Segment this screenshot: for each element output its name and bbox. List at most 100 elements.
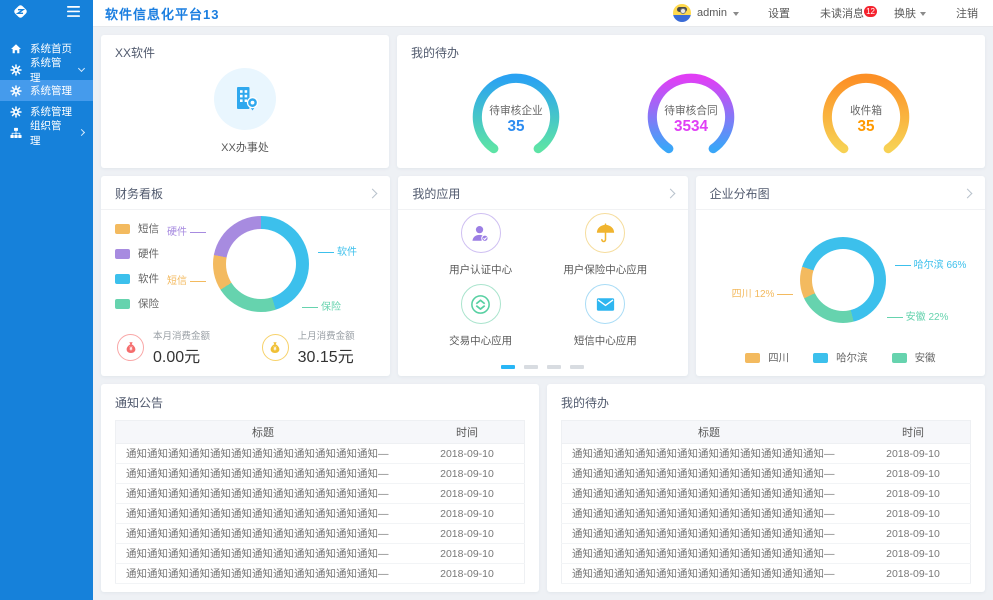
todo-time: 2018-09-10 (886, 487, 940, 500)
donut-label-hardware: 硬件 (167, 223, 209, 238)
table-row[interactable]: 通知通知通知通知通知通知通知通知通知通知通知通知— 2018-09-10 (561, 504, 971, 524)
logout-link[interactable]: 注销 (956, 8, 978, 20)
table-row[interactable]: 通知通知通知通知通知通知通知通知通知通知通知通知— 2018-09-10 (115, 464, 525, 484)
table-row[interactable]: 通知通知通知通知通知通知通知通知通知通知通知通知— 2018-09-10 (561, 484, 971, 504)
todo-time: 2018-09-10 (886, 567, 940, 580)
menu-toggle-icon[interactable] (67, 6, 80, 20)
app-sms-center[interactable]: 短信中心应用 (574, 281, 637, 352)
notice-time: 2018-09-10 (440, 567, 494, 580)
notice-title: 通知通知通知通知通知通知通知通知通知通知通知通知— (126, 548, 389, 560)
org-icon (9, 126, 22, 139)
todo-time: 2018-09-10 (886, 527, 940, 540)
notice-title: 通知通知通知通知通知通知通知通知通知通知通知通知— (126, 568, 389, 580)
home-icon (9, 42, 22, 55)
username: admin (697, 7, 727, 19)
table-row[interactable]: 通知通知通知通知通知通知通知通知通知通知通知通知— 2018-09-10 (115, 504, 525, 524)
topbar: 软件信息化平台13 admin 设置 未读消息 12 换肤 注销 (0, 0, 993, 27)
table-row[interactable]: 通知通知通知通知通知通知通知通知通知通知通知通知— 2018-09-10 (115, 484, 525, 504)
table-row[interactable]: 通知通知通知通知通知通知通知通知通知通知通知通知— 2018-09-10 (561, 444, 971, 464)
unread-messages-link[interactable]: 未读消息 12 (820, 6, 877, 20)
office-caption: XX办事处 (221, 142, 269, 154)
table-row[interactable]: 通知通知通知通知通知通知通知通知通知通知通知通知— 2018-09-10 (115, 444, 525, 464)
office-card: XX软件 XX办事处 (101, 35, 389, 168)
card-title: 企业分布图 (709, 187, 770, 201)
column-header-time: 时间 (409, 420, 525, 444)
chevron-right-icon[interactable] (962, 188, 973, 199)
notice-time: 2018-09-10 (440, 547, 494, 560)
pagination-dot[interactable] (501, 365, 516, 369)
donut-label-insurance: 保险 (299, 298, 341, 313)
card-title: XX软件 (115, 46, 156, 60)
card-title: 财务看板 (115, 187, 164, 201)
stat-current-month: ¥ 本月消费金额 0.00元 (101, 328, 246, 367)
enterprise-donut-chart (799, 237, 886, 323)
notice-time: 2018-09-10 (440, 447, 494, 460)
change-skin-link[interactable]: 换肤 (879, 5, 941, 21)
user-check-icon (460, 213, 501, 253)
card-title: 通知公告 (115, 396, 164, 410)
column-header-title: 标题 (561, 420, 856, 444)
todo-time: 2018-09-10 (886, 507, 940, 520)
donut-label-sichuan: 四川 12% (732, 285, 797, 300)
todo-title: 通知通知通知通知通知通知通知通知通知通知通知通知— (572, 548, 835, 560)
apps-pagination (398, 365, 687, 369)
todo-time: 2018-09-10 (886, 467, 940, 480)
sidebar-item-home[interactable]: 系统首页 (0, 38, 93, 59)
gauge-inbox: 收件箱 35 (822, 73, 910, 154)
table-row[interactable]: 通知通知通知通知通知通知通知通知通知通知通知通知— 2018-09-10 (115, 564, 525, 584)
table-row[interactable]: 通知通知通知通知通知通知通知通知通知通知通知通知— 2018-09-10 (561, 524, 971, 544)
card-title: 我的待办 (411, 46, 460, 60)
notice-title: 通知通知通知通知通知通知通知通知通知通知通知通知— (126, 448, 389, 460)
gear-icon (9, 84, 22, 97)
table-row[interactable]: 通知通知通知通知通知通知通知通知通知通知通知通知— 2018-09-10 (561, 464, 971, 484)
legend-item-software: 软件 (115, 271, 159, 286)
chevron-right-icon[interactable] (665, 188, 676, 199)
svg-text:3534: 3534 (674, 118, 708, 135)
column-header-time: 时间 (855, 420, 971, 444)
table-row[interactable]: 通知通知通知通知通知通知通知通知通知通知通知通知— 2018-09-10 (115, 524, 525, 544)
todo-title: 通知通知通知通知通知通知通知通知通知通知通知通知— (572, 528, 835, 540)
notice-time: 2018-09-10 (440, 467, 494, 480)
todo-title: 通知通知通知通知通知通知通知通知通知通知通知通知— (572, 568, 835, 580)
money-bag-icon: ¥ (261, 334, 289, 361)
svg-text:待审核合同: 待审核合同 (664, 104, 717, 117)
todo-time: 2018-09-10 (886, 447, 940, 460)
table-row[interactable]: 通知通知通知通知通知通知通知通知通知通知通知通知— 2018-09-10 (115, 544, 525, 564)
exchange-icon (460, 284, 501, 324)
app-user-insurance-center[interactable]: 用户保险中心应用 (563, 210, 647, 281)
unread-count-badge: 12 (864, 6, 877, 17)
sidebar-item-system-management-2[interactable]: 系统管理 (0, 80, 93, 101)
my-todo-table: 标题 时间 通知通知通知通知通知通知通知通知通知通知通知通知— 2018-09-… (561, 420, 971, 584)
pagination-dot[interactable] (547, 365, 562, 369)
user-menu[interactable]: admin (659, 4, 753, 22)
umbrella-icon (585, 213, 626, 253)
table-row[interactable]: 通知通知通知通知通知通知通知通知通知通知通知通知— 2018-09-10 (561, 544, 971, 564)
donut-label-sms: 短信 (167, 272, 209, 287)
pagination-dot[interactable] (524, 365, 539, 369)
chevron-right-icon[interactable] (367, 188, 378, 199)
enterprise-distribution-card: 企业分布图 哈尔滨 66% 安徽 22% 四川 12% 四川 哈尔滨 安徽 (695, 176, 985, 376)
svg-text:待审核企业: 待审核企业 (489, 104, 543, 117)
pagination-dot[interactable] (570, 365, 585, 369)
app-user-auth-center[interactable]: 用户认证中心 (449, 210, 512, 281)
notice-title: 通知通知通知通知通知通知通知通知通知通知通知通知— (126, 508, 389, 520)
notices-card: 通知公告 标题 时间 通知通知通知通知通知通知通知通知通知通知通知通知— 201… (101, 384, 539, 592)
app-trade-center[interactable]: 交易中心应用 (449, 281, 512, 352)
sidebar-item-organization[interactable]: 组织管理 (0, 120, 93, 147)
legend-item-hardware: 硬件 (115, 246, 159, 261)
my-todo-gauges-card: 我的待办 待审核企业 35 待审核合同 3534 收件箱 (397, 35, 985, 168)
stat-last-month: ¥ 上月消费金额 30.15元 (246, 328, 391, 367)
table-row[interactable]: 通知通知通知通知通知通知通知通知通知通知通知通知— 2018-09-10 (561, 564, 971, 584)
sidebar-item-system-management-1[interactable]: 系统管理 (0, 57, 93, 84)
logo-icon (13, 4, 28, 22)
todo-title: 通知通知通知通知通知通知通知通知通知通知通知通知— (572, 468, 835, 480)
main-content: XX软件 XX办事处 我的待办 待审核企业 35 (93, 27, 993, 600)
todo-title: 通知通知通知通知通知通知通知通知通知通知通知通知— (572, 508, 835, 520)
notice-title: 通知通知通知通知通知通知通知通知通知通知通知通知— (126, 528, 389, 540)
donut-label-software: 软件 (315, 243, 357, 258)
sidebar-item-system-management-3[interactable]: 系统管理 (0, 101, 93, 122)
gauge-pending-contracts: 待审核合同 3534 (647, 73, 735, 154)
chevron-down-icon (733, 11, 739, 19)
settings-link[interactable]: 设置 (768, 8, 790, 20)
svg-text:35: 35 (508, 118, 525, 135)
